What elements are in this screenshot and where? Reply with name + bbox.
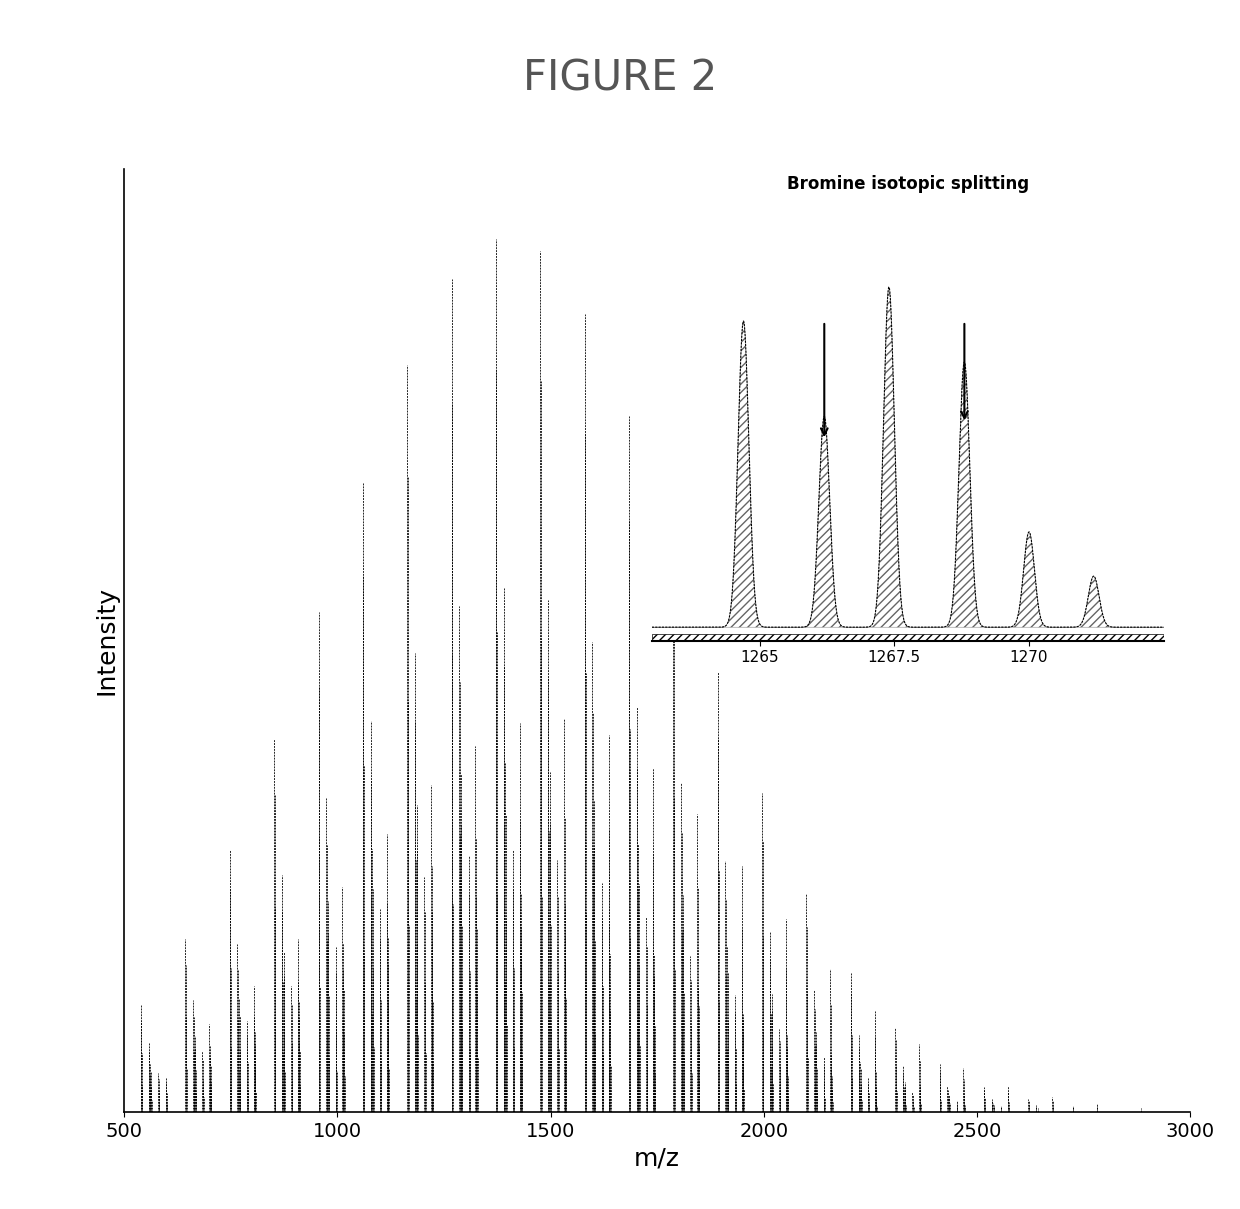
Y-axis label: Intensity: Intensity xyxy=(94,586,119,695)
Text: FIGURE 2: FIGURE 2 xyxy=(523,58,717,99)
X-axis label: m/z: m/z xyxy=(634,1146,681,1170)
